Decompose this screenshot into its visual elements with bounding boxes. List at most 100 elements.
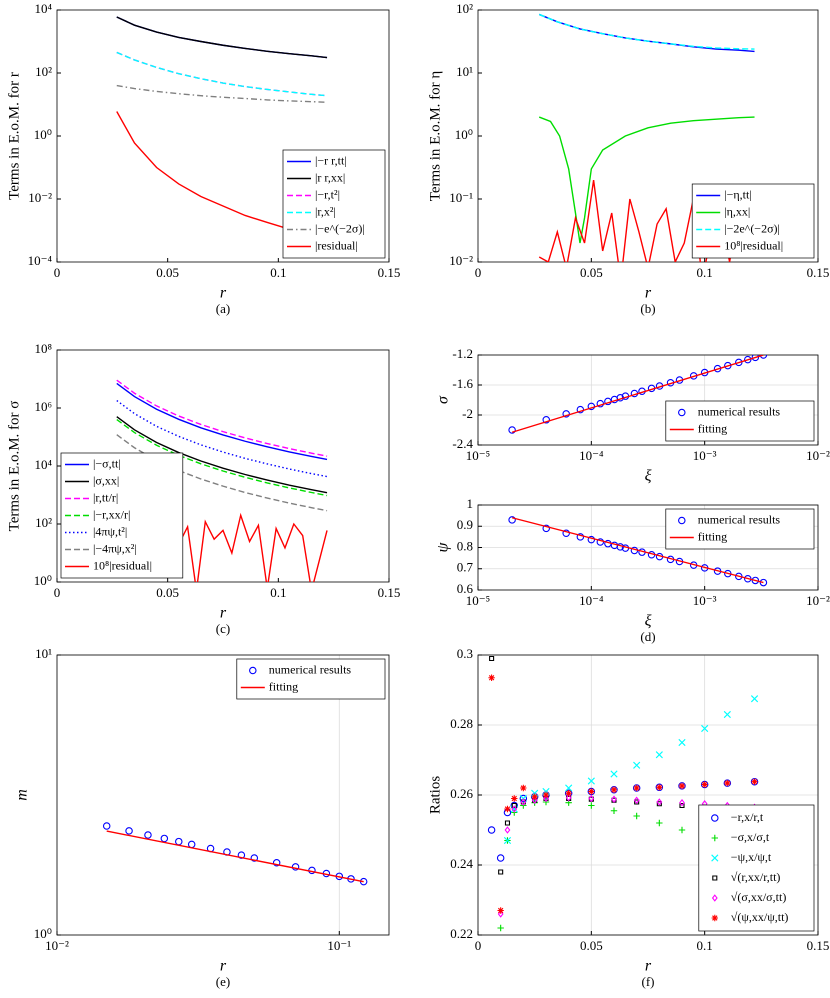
y-tick-label: -1.2	[452, 346, 473, 361]
axes-box	[56, 654, 390, 936]
data-point	[634, 799, 640, 805]
axes-box	[477, 504, 819, 591]
legend-marker	[711, 914, 718, 922]
y-tick-label: 0.8	[457, 538, 473, 553]
series-line	[511, 355, 764, 433]
legend-label: 10⁸|residual|	[93, 558, 152, 572]
series-layer	[487, 655, 759, 932]
legend-label: |−r,t²|	[315, 187, 340, 201]
x-tick-label: 0.1	[697, 938, 713, 953]
x-tick-label: 0.15	[378, 585, 401, 600]
y-tick-label: 10⁻¹	[449, 190, 473, 205]
series-line	[116, 379, 328, 457]
x-tick-label: 10⁻⁵	[466, 593, 490, 608]
data-point	[511, 802, 517, 809]
data-point	[102, 822, 111, 830]
axes-box	[56, 349, 390, 583]
data-point	[633, 784, 640, 792]
data-point	[611, 795, 617, 803]
legend-label: −ψ,x/ψ,t	[731, 850, 772, 864]
legend-label: fitting	[698, 421, 727, 435]
y-axis-label: σ	[435, 395, 452, 404]
data-point	[724, 779, 731, 787]
legend-label: |r,x²|	[315, 204, 336, 218]
x-tick-label: 0.1	[697, 265, 713, 280]
y-tick-label: 10⁶	[34, 399, 52, 414]
y-tick-label: 0.26	[450, 786, 473, 801]
legend-box	[665, 400, 815, 442]
data-point	[678, 826, 686, 834]
series-line	[116, 416, 328, 494]
data-point	[751, 576, 760, 585]
y-axis-label: ψ	[435, 541, 452, 552]
x-tick-label: 0.05	[156, 585, 179, 600]
legend-box	[60, 452, 184, 579]
data-point	[633, 761, 641, 769]
axes-box	[477, 354, 819, 446]
y-tick-label: 0.24	[450, 856, 473, 871]
data-point	[508, 426, 516, 434]
series-line	[116, 418, 328, 497]
x-tick-label: 0.15	[378, 265, 401, 280]
legend-label: numerical results	[698, 512, 781, 526]
legend-label: |−4πψ,x²|	[93, 541, 137, 555]
legend-label: |residual|	[315, 238, 358, 252]
legend-marker	[678, 516, 686, 525]
legend-marker	[711, 834, 718, 842]
y-tick-label: -1.6	[452, 376, 473, 391]
series-layer	[508, 355, 768, 434]
data-point	[678, 782, 686, 790]
legend-label: √(ψ,xx/ψ,tt)	[731, 910, 789, 924]
legend-marker	[712, 875, 718, 881]
data-point	[562, 529, 570, 538]
legend-label: −σ,x/σ,t	[731, 830, 770, 844]
data-point	[497, 924, 504, 932]
data-point	[610, 770, 618, 778]
data-point	[497, 907, 504, 914]
axes-box	[56, 9, 390, 263]
x-axis-label: r	[220, 285, 227, 302]
legend-box	[698, 804, 815, 932]
x-tick-label: 0.15	[807, 938, 830, 953]
data-point	[160, 834, 169, 843]
data-point	[656, 801, 662, 807]
data-point	[504, 826, 511, 834]
y-tick-label: 10⁰	[34, 573, 52, 588]
data-point	[735, 358, 743, 367]
axes-box	[477, 654, 819, 936]
legend-label: numerical results	[269, 662, 352, 676]
legend-label: −r,x/r,t	[731, 810, 764, 824]
legend-box	[282, 149, 386, 259]
x-tick-label: 0	[475, 265, 482, 280]
data-point	[542, 416, 550, 424]
data-point	[144, 831, 152, 839]
data-point	[701, 724, 709, 733]
data-point	[496, 854, 505, 862]
legend-marker	[678, 408, 686, 417]
data-point	[520, 798, 527, 806]
data-point	[272, 859, 281, 867]
legend-label: fitting	[698, 529, 727, 543]
panel-caption: (c)	[216, 621, 230, 636]
y-tick-label: -2	[462, 406, 473, 421]
x-tick-label: 10⁻¹	[327, 938, 351, 953]
y-tick-label: 10²	[35, 515, 52, 530]
data-point	[488, 674, 495, 681]
legend-box	[236, 658, 386, 700]
data-point	[751, 355, 760, 362]
y-tick-label: 0.7	[457, 560, 474, 575]
y-tick-label: 10⁻²	[449, 253, 473, 268]
data-point	[497, 910, 504, 918]
series-line	[116, 51, 328, 97]
legend-label: fitting	[269, 679, 298, 693]
data-point	[656, 798, 663, 806]
data-point	[291, 863, 300, 871]
data-point	[751, 778, 758, 785]
x-axis-label: ξ	[645, 613, 652, 630]
x-tick-label: 0.15	[807, 265, 830, 280]
panel-caption: (d)	[640, 629, 655, 644]
series-line	[538, 116, 755, 244]
data-point	[611, 797, 617, 803]
y-tick-label: 0.6	[457, 581, 474, 596]
legend-label: √(r,xx/r,tt)	[731, 870, 781, 884]
